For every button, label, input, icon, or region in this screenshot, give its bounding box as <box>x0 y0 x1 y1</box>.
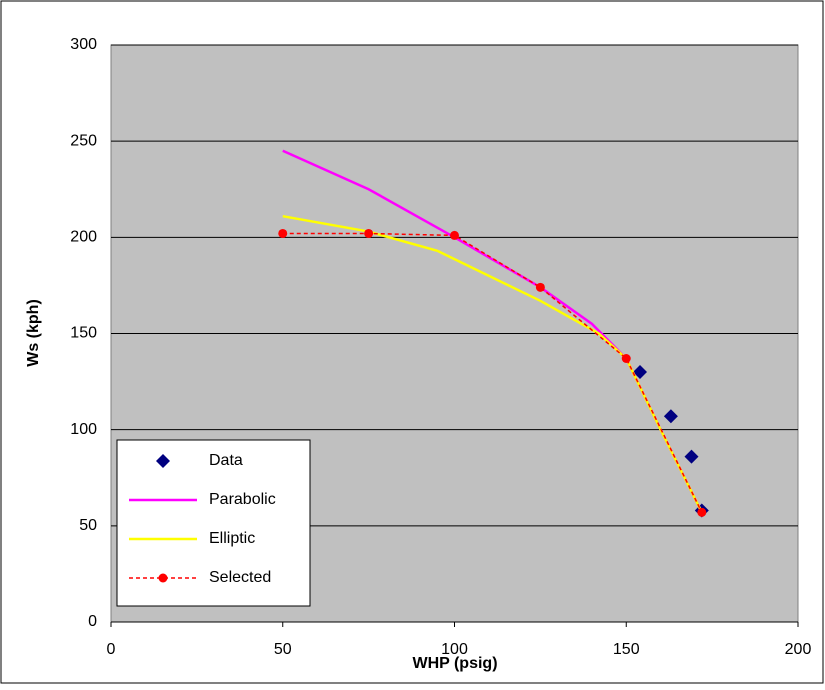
x-tick-label: 50 <box>274 641 292 658</box>
x-tick-label: 100 <box>441 641 468 658</box>
x-tick-label: 150 <box>613 641 640 658</box>
data-point <box>450 230 459 240</box>
legend-label: Parabolic <box>209 491 276 508</box>
x-tick-label: 200 <box>785 641 812 658</box>
y-axis-title: Ws (kph) <box>25 299 42 367</box>
y-tick-label: 150 <box>70 325 97 342</box>
y-tick-label: 200 <box>70 229 97 246</box>
legend-box <box>116 439 311 607</box>
legend-marker <box>156 454 170 468</box>
y-tick-label: 0 <box>88 613 97 630</box>
legend-label: Elliptic <box>209 530 255 547</box>
data-point <box>278 228 288 238</box>
y-tick-label: 100 <box>70 421 97 438</box>
data-point <box>621 354 631 364</box>
y-tick-label: 50 <box>79 517 97 534</box>
data-point <box>535 282 545 292</box>
x-tick-label: 0 <box>107 641 116 658</box>
y-tick-label: 300 <box>70 36 97 53</box>
y-tick-label: 250 <box>70 132 97 149</box>
data-point <box>663 409 678 424</box>
x-axis-title: WHP (psig) <box>412 655 497 672</box>
data-point <box>684 449 699 464</box>
series-line <box>282 232 703 513</box>
legend-label: Data <box>209 452 243 469</box>
data-point <box>632 364 647 379</box>
data-point <box>697 507 707 517</box>
data-point <box>364 228 374 238</box>
legend-label: Selected <box>209 569 271 586</box>
legend-marker <box>158 573 168 583</box>
